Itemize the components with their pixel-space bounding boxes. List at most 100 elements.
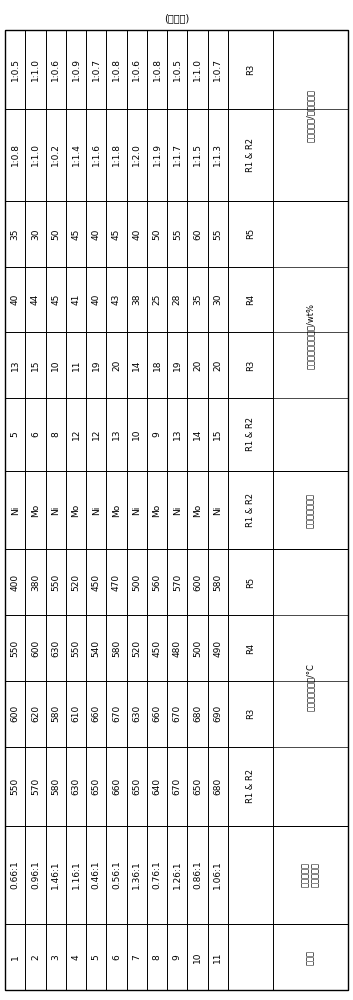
- Text: 11: 11: [71, 360, 80, 371]
- Text: 660: 660: [152, 705, 162, 722]
- Text: 1.16:1: 1.16:1: [71, 861, 80, 889]
- Bar: [228, 924, 273, 990]
- Bar: [86, 681, 106, 747]
- Text: 1:0.6: 1:0.6: [51, 58, 60, 81]
- Text: 520: 520: [71, 574, 80, 591]
- Text: 6: 6: [112, 954, 121, 960]
- Bar: [25, 332, 46, 398]
- Bar: [147, 747, 167, 826]
- Bar: [273, 471, 348, 549]
- Bar: [106, 681, 127, 747]
- Text: 1:0.5: 1:0.5: [11, 58, 20, 81]
- Text: 45: 45: [51, 294, 60, 305]
- Text: 0.86:1: 0.86:1: [193, 861, 202, 889]
- Bar: [46, 549, 66, 615]
- Bar: [167, 30, 187, 109]
- Bar: [106, 549, 127, 615]
- Text: 680: 680: [193, 705, 202, 722]
- Text: 1:0.7: 1:0.7: [92, 58, 101, 81]
- Text: 41: 41: [71, 294, 80, 305]
- Text: 55: 55: [213, 228, 222, 240]
- Text: 12: 12: [92, 429, 101, 440]
- Bar: [106, 267, 127, 332]
- Bar: [208, 747, 228, 826]
- Bar: [187, 201, 208, 267]
- Text: 550: 550: [11, 778, 20, 795]
- Text: Ni: Ni: [132, 505, 141, 515]
- Bar: [187, 109, 208, 201]
- Text: 8: 8: [51, 432, 60, 437]
- Text: 620: 620: [31, 705, 40, 722]
- Bar: [46, 398, 66, 471]
- Text: 15: 15: [213, 429, 222, 440]
- Text: 40: 40: [92, 228, 101, 240]
- Bar: [147, 109, 167, 201]
- Bar: [25, 681, 46, 747]
- Text: 640: 640: [152, 778, 162, 795]
- Bar: [66, 747, 86, 826]
- Text: 450: 450: [152, 640, 162, 657]
- Text: 8: 8: [152, 954, 162, 960]
- Text: 19: 19: [92, 360, 101, 371]
- Bar: [187, 267, 208, 332]
- Text: 6: 6: [31, 432, 40, 437]
- Bar: [25, 398, 46, 471]
- Text: 45: 45: [112, 228, 121, 240]
- Bar: [127, 471, 147, 549]
- Text: 35: 35: [11, 228, 20, 240]
- Bar: [25, 201, 46, 267]
- Text: 1:2.0: 1:2.0: [132, 143, 141, 166]
- Bar: [46, 30, 66, 109]
- Bar: [208, 267, 228, 332]
- Bar: [5, 549, 25, 615]
- Text: 40: 40: [92, 294, 101, 305]
- Text: 10: 10: [132, 429, 141, 440]
- Bar: [25, 549, 46, 615]
- Text: 13: 13: [112, 429, 121, 440]
- Text: 380: 380: [31, 574, 40, 591]
- Bar: [46, 615, 66, 681]
- Text: 12: 12: [71, 429, 80, 440]
- Bar: [187, 826, 208, 924]
- Bar: [147, 267, 167, 332]
- Text: 600: 600: [11, 705, 20, 722]
- Bar: [127, 267, 147, 332]
- Bar: [167, 201, 187, 267]
- Text: 630: 630: [51, 639, 60, 657]
- Text: 3: 3: [51, 954, 60, 960]
- Text: 580: 580: [112, 639, 121, 657]
- Bar: [86, 398, 106, 471]
- Bar: [127, 747, 147, 826]
- Bar: [106, 332, 127, 398]
- Bar: [208, 826, 228, 924]
- Bar: [208, 201, 228, 267]
- Bar: [127, 681, 147, 747]
- Text: 660: 660: [92, 705, 101, 722]
- Text: 0.76:1: 0.76:1: [152, 861, 162, 889]
- Bar: [5, 267, 25, 332]
- Bar: [127, 398, 147, 471]
- Bar: [5, 747, 25, 826]
- Bar: [167, 267, 187, 332]
- Bar: [5, 471, 25, 549]
- Bar: [273, 201, 348, 471]
- Text: 630: 630: [71, 778, 80, 795]
- Bar: [66, 30, 86, 109]
- Text: 670: 670: [173, 778, 182, 795]
- Text: Mo: Mo: [193, 503, 202, 517]
- Bar: [208, 332, 228, 398]
- Text: 11: 11: [213, 951, 222, 963]
- Text: 630: 630: [132, 705, 141, 722]
- Bar: [147, 201, 167, 267]
- Bar: [228, 30, 273, 109]
- Text: 14: 14: [132, 360, 141, 371]
- Bar: [208, 924, 228, 990]
- Text: 40: 40: [132, 228, 141, 240]
- Bar: [25, 826, 46, 924]
- Text: 35: 35: [193, 294, 202, 305]
- Text: 500: 500: [132, 574, 141, 591]
- Bar: [86, 109, 106, 201]
- Bar: [127, 109, 147, 201]
- Bar: [127, 924, 147, 990]
- Text: 60: 60: [193, 228, 202, 240]
